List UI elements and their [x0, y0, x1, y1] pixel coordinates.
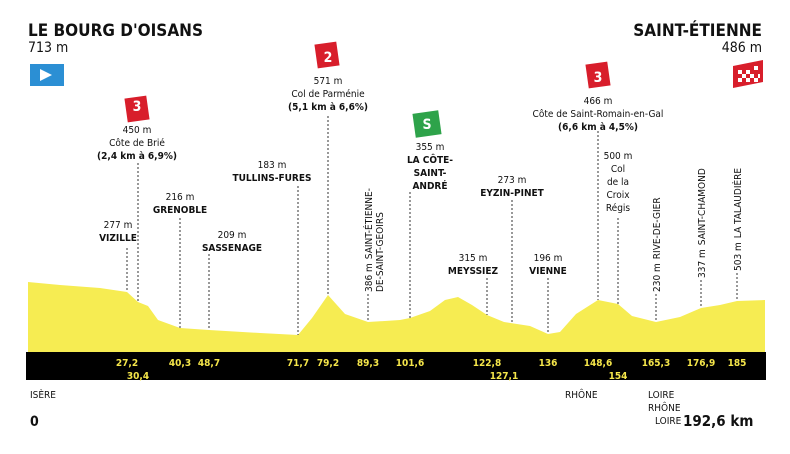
sprint-badge: S [422, 117, 431, 133]
point-label: 277 m [104, 220, 133, 231]
climb-label: (2,4 km à 6,9%) [97, 150, 177, 162]
point-label: 503 m LA TALAUDIÈRE [731, 168, 744, 271]
km-marker: 30,4 [127, 371, 149, 382]
km-marker: 154 [609, 371, 628, 382]
point-altitude: 337 m [697, 249, 708, 278]
climb-label: 466 m [584, 96, 613, 107]
start-distance: 0 [30, 414, 39, 430]
km-marker: 122,8 [473, 358, 501, 369]
point-name: SAINT-ÉTIENNE- [362, 188, 375, 259]
profile [28, 282, 765, 352]
climb-label: de la [607, 177, 629, 188]
point-label: VIENNE [529, 266, 567, 277]
region: ISÈRE [30, 388, 56, 401]
point-label: 209 m [218, 230, 247, 241]
point-label: 337 m SAINT-CHAMOND [697, 168, 708, 278]
point-label: TULLINS-FURES [232, 173, 311, 184]
distance-bar [26, 352, 766, 380]
point-name: LA TALAUDIÈRE [731, 168, 744, 239]
km-marker: 148,6 [584, 358, 612, 369]
km-marker: 165,3 [642, 358, 670, 369]
climb-label: Côte de Saint-Romain-en-Gal [533, 108, 664, 120]
point-label: MEYSSIEZ [448, 266, 499, 277]
climb-category: 2 [324, 50, 333, 66]
climb-label: Côte de Brié [109, 137, 165, 149]
point-label: 273 m [498, 175, 527, 186]
point-label: EYZIN-PINET [480, 188, 544, 199]
climb-label: 450 m [123, 125, 152, 136]
climb-label: Régis [606, 202, 631, 214]
point-label: SASSENAGE [202, 243, 262, 254]
point-label: 386 m SAINT-ÉTIENNE-DE-SAINT-GEOIRS [362, 188, 386, 292]
sprint-label: SAINT- [414, 168, 447, 179]
climb-label: (6,6 km à 4,5%) [558, 121, 638, 133]
km-marker: 136 [539, 358, 558, 369]
km-marker: 89,3 [357, 358, 379, 369]
point-label: 196 m [534, 253, 563, 264]
climb-label: Croix [606, 190, 630, 201]
finish-distance: 192,6 km [683, 412, 753, 430]
point-label: VIZILLE [99, 233, 137, 244]
region: RHÔNE [565, 388, 598, 401]
km-marker: 176,9 [687, 358, 715, 369]
climb-label: (5,1 km à 6,6%) [288, 101, 368, 113]
region: LOIRE [655, 416, 682, 427]
point-label: 216 m [166, 192, 195, 203]
region: LOIRE [648, 390, 675, 401]
finish-altitude: 486 m [722, 40, 762, 56]
sprint-label: LA CÔTE- [407, 153, 453, 166]
km-marker: 127,1 [490, 371, 518, 382]
km-marker: 185 [728, 358, 747, 369]
point-label: 315 m [459, 253, 488, 264]
finish-name: SAINT-ÉTIENNE [633, 19, 762, 41]
climb-category: 3 [133, 99, 142, 115]
point-name: SAINT-CHAMOND [697, 168, 708, 245]
sprint-label: ANDRÉ [412, 179, 447, 192]
finish-flag [733, 60, 763, 88]
sprint-label: 355 m [416, 142, 445, 153]
point-name: RIVE-DE-GIER [652, 197, 663, 259]
km-marker: 40,3 [169, 358, 191, 369]
start-arrow [40, 69, 52, 81]
point-label: GRENOBLE [153, 205, 207, 216]
km-marker: 79,2 [317, 358, 339, 369]
point-altitude: 503 m [733, 242, 744, 271]
start-name: LE BOURG D'OISANS [28, 21, 203, 41]
badges [124, 41, 611, 138]
point-altitude: 230 m [652, 263, 663, 292]
point-altitude: 386 m [364, 263, 375, 292]
km-marker: 27,2 [116, 358, 138, 369]
climb-label: Col [611, 164, 625, 175]
point-name: DE-SAINT-GEOIRS [375, 212, 386, 292]
point-label: 230 m RIVE-DE-GIER [652, 197, 663, 292]
km-marker: 101,6 [396, 358, 424, 369]
km-marker: 71,7 [287, 358, 309, 369]
climb-label: 571 m [314, 76, 343, 87]
climb-category: 3 [594, 70, 603, 86]
climb-label: 500 m [604, 151, 633, 162]
km-marker: 48,7 [198, 358, 220, 369]
start-altitude: 713 m [28, 40, 68, 56]
region: RHÔNE [648, 401, 681, 414]
point-label: 183 m [258, 160, 287, 171]
climb-label: Col de Parménie [291, 88, 365, 100]
